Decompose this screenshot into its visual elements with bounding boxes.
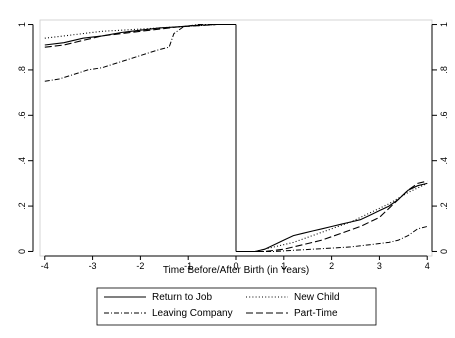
legend-label-leaving-company: Leaving Company: [152, 308, 233, 319]
y-tick-label-right: .8: [439, 66, 449, 74]
y-tick-label-left: .6: [17, 112, 27, 120]
x-tick-label: 1: [281, 261, 286, 271]
y-tick-label-left: .2: [17, 202, 27, 210]
series-layer: [44, 23, 428, 253]
legend-box: [96, 287, 377, 326]
series-line-leaving-company-before: [44, 24, 236, 82]
legend: Return to Job New Child Leaving Company Par…: [96, 287, 377, 326]
y-tick-label-left: 0: [17, 249, 27, 254]
y-tick-label-right: .6: [439, 112, 449, 120]
y-tick-label-left: 1: [17, 22, 27, 27]
x-tick-label: 3: [377, 261, 382, 271]
x-tick-label: -2: [136, 261, 144, 271]
y-tick-label-right: 0: [439, 249, 449, 254]
y-axis-left: 0 .2 .4 .6 .8 1: [17, 22, 34, 254]
x-tick-label: 0: [233, 261, 238, 271]
y-axis-right: 0 .2 .4 .6 .8 1: [431, 22, 449, 254]
series-line-new-child-after: [236, 182, 428, 253]
y-tick-label-left: .8: [17, 66, 27, 74]
legend-label-new-child: New Child: [294, 292, 340, 303]
x-tick-label: -3: [89, 261, 97, 271]
x-axis-title: Time Before/After Birth (in Years): [163, 265, 309, 276]
legend-label-return-to-job: Return to Job: [152, 292, 212, 303]
y-tick-label-right: .4: [439, 157, 449, 165]
x-tick-label: -1: [184, 261, 192, 271]
legend-label-part-time: Part-Time: [294, 308, 338, 319]
series-line-part-time-before: [44, 23, 236, 48]
series-line-leaving-company-after: [236, 226, 428, 252]
y-tick-label-right: .2: [439, 202, 449, 210]
y-tick-label-right: 1: [439, 22, 449, 27]
x-axis: -4 -3 -2 -1 0 1 2 3 4: [41, 255, 430, 271]
x-tick-label: 4: [425, 261, 430, 271]
x-tick-label: 2: [329, 261, 334, 271]
series-line-new-child-before: [44, 23, 236, 39]
x-tick-label: -4: [41, 261, 49, 271]
y-tick-label-left: .4: [17, 157, 27, 165]
